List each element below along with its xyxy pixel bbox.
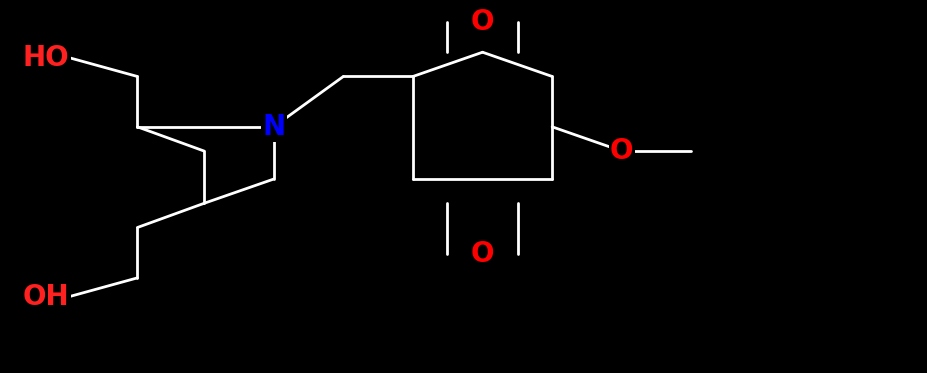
- Text: O: O: [609, 137, 633, 165]
- Text: HO: HO: [23, 44, 70, 72]
- Text: O: O: [470, 8, 494, 37]
- Text: O: O: [470, 239, 494, 268]
- Text: N: N: [262, 113, 285, 141]
- Text: OH: OH: [23, 282, 70, 311]
